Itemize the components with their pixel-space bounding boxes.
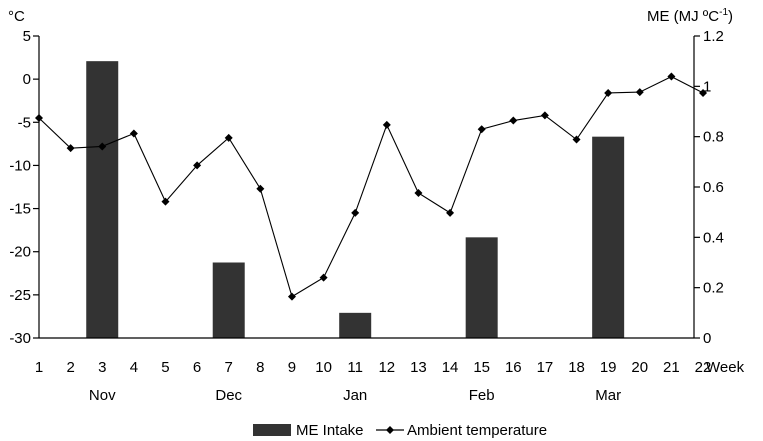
left-tick-label: -20 <box>9 244 31 261</box>
x-tick-label-week-22: 22 <box>695 359 712 376</box>
temperature-point-week-18 <box>572 135 581 144</box>
legend-label-me-intake: ME Intake <box>296 422 364 439</box>
temperature-point-week-16 <box>509 116 518 125</box>
ambient-temperature-line <box>38 75 704 298</box>
x-tick-label-week-16: 16 <box>505 359 522 376</box>
right-axis-unit-superscript: -1 <box>719 7 728 18</box>
left-tick-label: -10 <box>9 157 31 174</box>
left-axis-unit-label: °C <box>8 8 25 25</box>
right-tick-label: 1 <box>703 78 711 95</box>
month-label-nov: Nov <box>89 387 116 404</box>
temperature-point-week-14 <box>446 208 455 217</box>
bar-me-intake-week-19 <box>592 136 625 338</box>
temperature-point-week-21 <box>667 72 676 81</box>
x-tick-label-week-2: 2 <box>66 359 74 376</box>
month-label-dec: Dec <box>215 387 242 404</box>
x-tick-label-week-19: 19 <box>600 359 617 376</box>
temperature-point-week-6 <box>193 161 202 170</box>
x-axis-unit-label: Week <box>706 359 745 376</box>
temperature-point-week-12 <box>382 120 391 129</box>
month-label-feb: Feb <box>469 387 495 404</box>
temperature-point-week-1 <box>35 113 43 122</box>
bar-me-intake-week-11 <box>339 312 372 338</box>
x-tick-label-week-1: 1 <box>35 359 43 376</box>
temperature-point-week-7 <box>224 133 233 142</box>
left-tick-label: 5 <box>23 28 31 45</box>
right-ticks-layer: 1.2 1 0.8 0.6 0.4 0.2 0 <box>694 28 724 347</box>
temperature-point-week-13 <box>414 189 423 198</box>
x-tick-label-week-8: 8 <box>256 359 264 376</box>
temperature-point-week-9 <box>287 292 296 301</box>
right-tick-label: 0.8 <box>703 129 724 146</box>
month-label-mar: Mar <box>595 387 621 404</box>
legend-marker-ambient-temperature <box>386 426 394 434</box>
x-tick-label-week-14: 14 <box>442 359 459 376</box>
left-ticks-layer: 5 0 -5 -10 -15 -20 -25 -30 <box>9 28 39 347</box>
x-tick-label-week-21: 21 <box>663 359 680 376</box>
left-tick-label: -15 <box>9 201 31 218</box>
x-tick-label-week-18: 18 <box>568 359 585 376</box>
temperature-point-week-15 <box>477 125 486 134</box>
right-tick-label: 0.6 <box>703 179 724 196</box>
x-tick-label-week-20: 20 <box>631 359 648 376</box>
right-tick-label: 0 <box>703 330 711 347</box>
right-axis-unit-label: ME (MJ ºC-1) <box>647 7 733 25</box>
legend-swatch-me-intake <box>253 424 291 436</box>
legend-label-ambient-temperature: Ambient temperature <box>407 422 547 439</box>
x-tick-label-week-17: 17 <box>537 359 554 376</box>
x-tick-label-week-9: 9 <box>288 359 296 376</box>
temperature-point-week-10 <box>319 273 328 282</box>
legend: ME Intake Ambient temperature <box>253 422 547 439</box>
x-tick-label-week-6: 6 <box>193 359 201 376</box>
temperature-point-week-8 <box>256 184 265 193</box>
bar-me-intake-week-7 <box>212 262 245 338</box>
left-tick-label: -25 <box>9 287 31 304</box>
temperature-point-week-17 <box>540 111 549 120</box>
bar-me-intake-week-15 <box>465 237 498 338</box>
temperature-point-week-2 <box>66 144 75 153</box>
month-label-jan: Jan <box>343 387 367 404</box>
left-tick-label: 0 <box>23 71 31 88</box>
temperature-point-week-22 <box>699 88 708 97</box>
right-tick-label: 0.4 <box>703 229 724 246</box>
x-tick-label-week-5: 5 <box>161 359 169 376</box>
temperature-point-week-20 <box>635 88 644 97</box>
temperature-point-week-3 <box>98 142 107 151</box>
x-tick-label-week-13: 13 <box>410 359 427 376</box>
right-tick-label: 0.2 <box>703 280 724 297</box>
bars-layer <box>86 61 625 339</box>
temperature-point-week-4 <box>129 129 138 138</box>
x-tick-label-week-11: 11 <box>347 359 363 376</box>
temperature-point-week-19 <box>604 88 613 97</box>
x-tick-label-week-15: 15 <box>473 359 490 376</box>
right-tick-label: 1.2 <box>703 28 724 45</box>
bar-me-intake-week-3 <box>86 61 119 339</box>
x-tick-label-week-12: 12 <box>378 359 395 376</box>
temperature-point-week-5 <box>161 197 170 206</box>
x-tick-label-week-7: 7 <box>225 359 233 376</box>
line-layer <box>35 72 708 301</box>
left-tick-label: -5 <box>18 114 31 131</box>
x-tick-label-week-10: 10 <box>315 359 332 376</box>
temperature-point-week-11 <box>351 208 360 217</box>
x-tick-label-week-4: 4 <box>130 359 138 376</box>
x-tick-label-week-3: 3 <box>98 359 106 376</box>
left-tick-label: -30 <box>9 330 31 347</box>
